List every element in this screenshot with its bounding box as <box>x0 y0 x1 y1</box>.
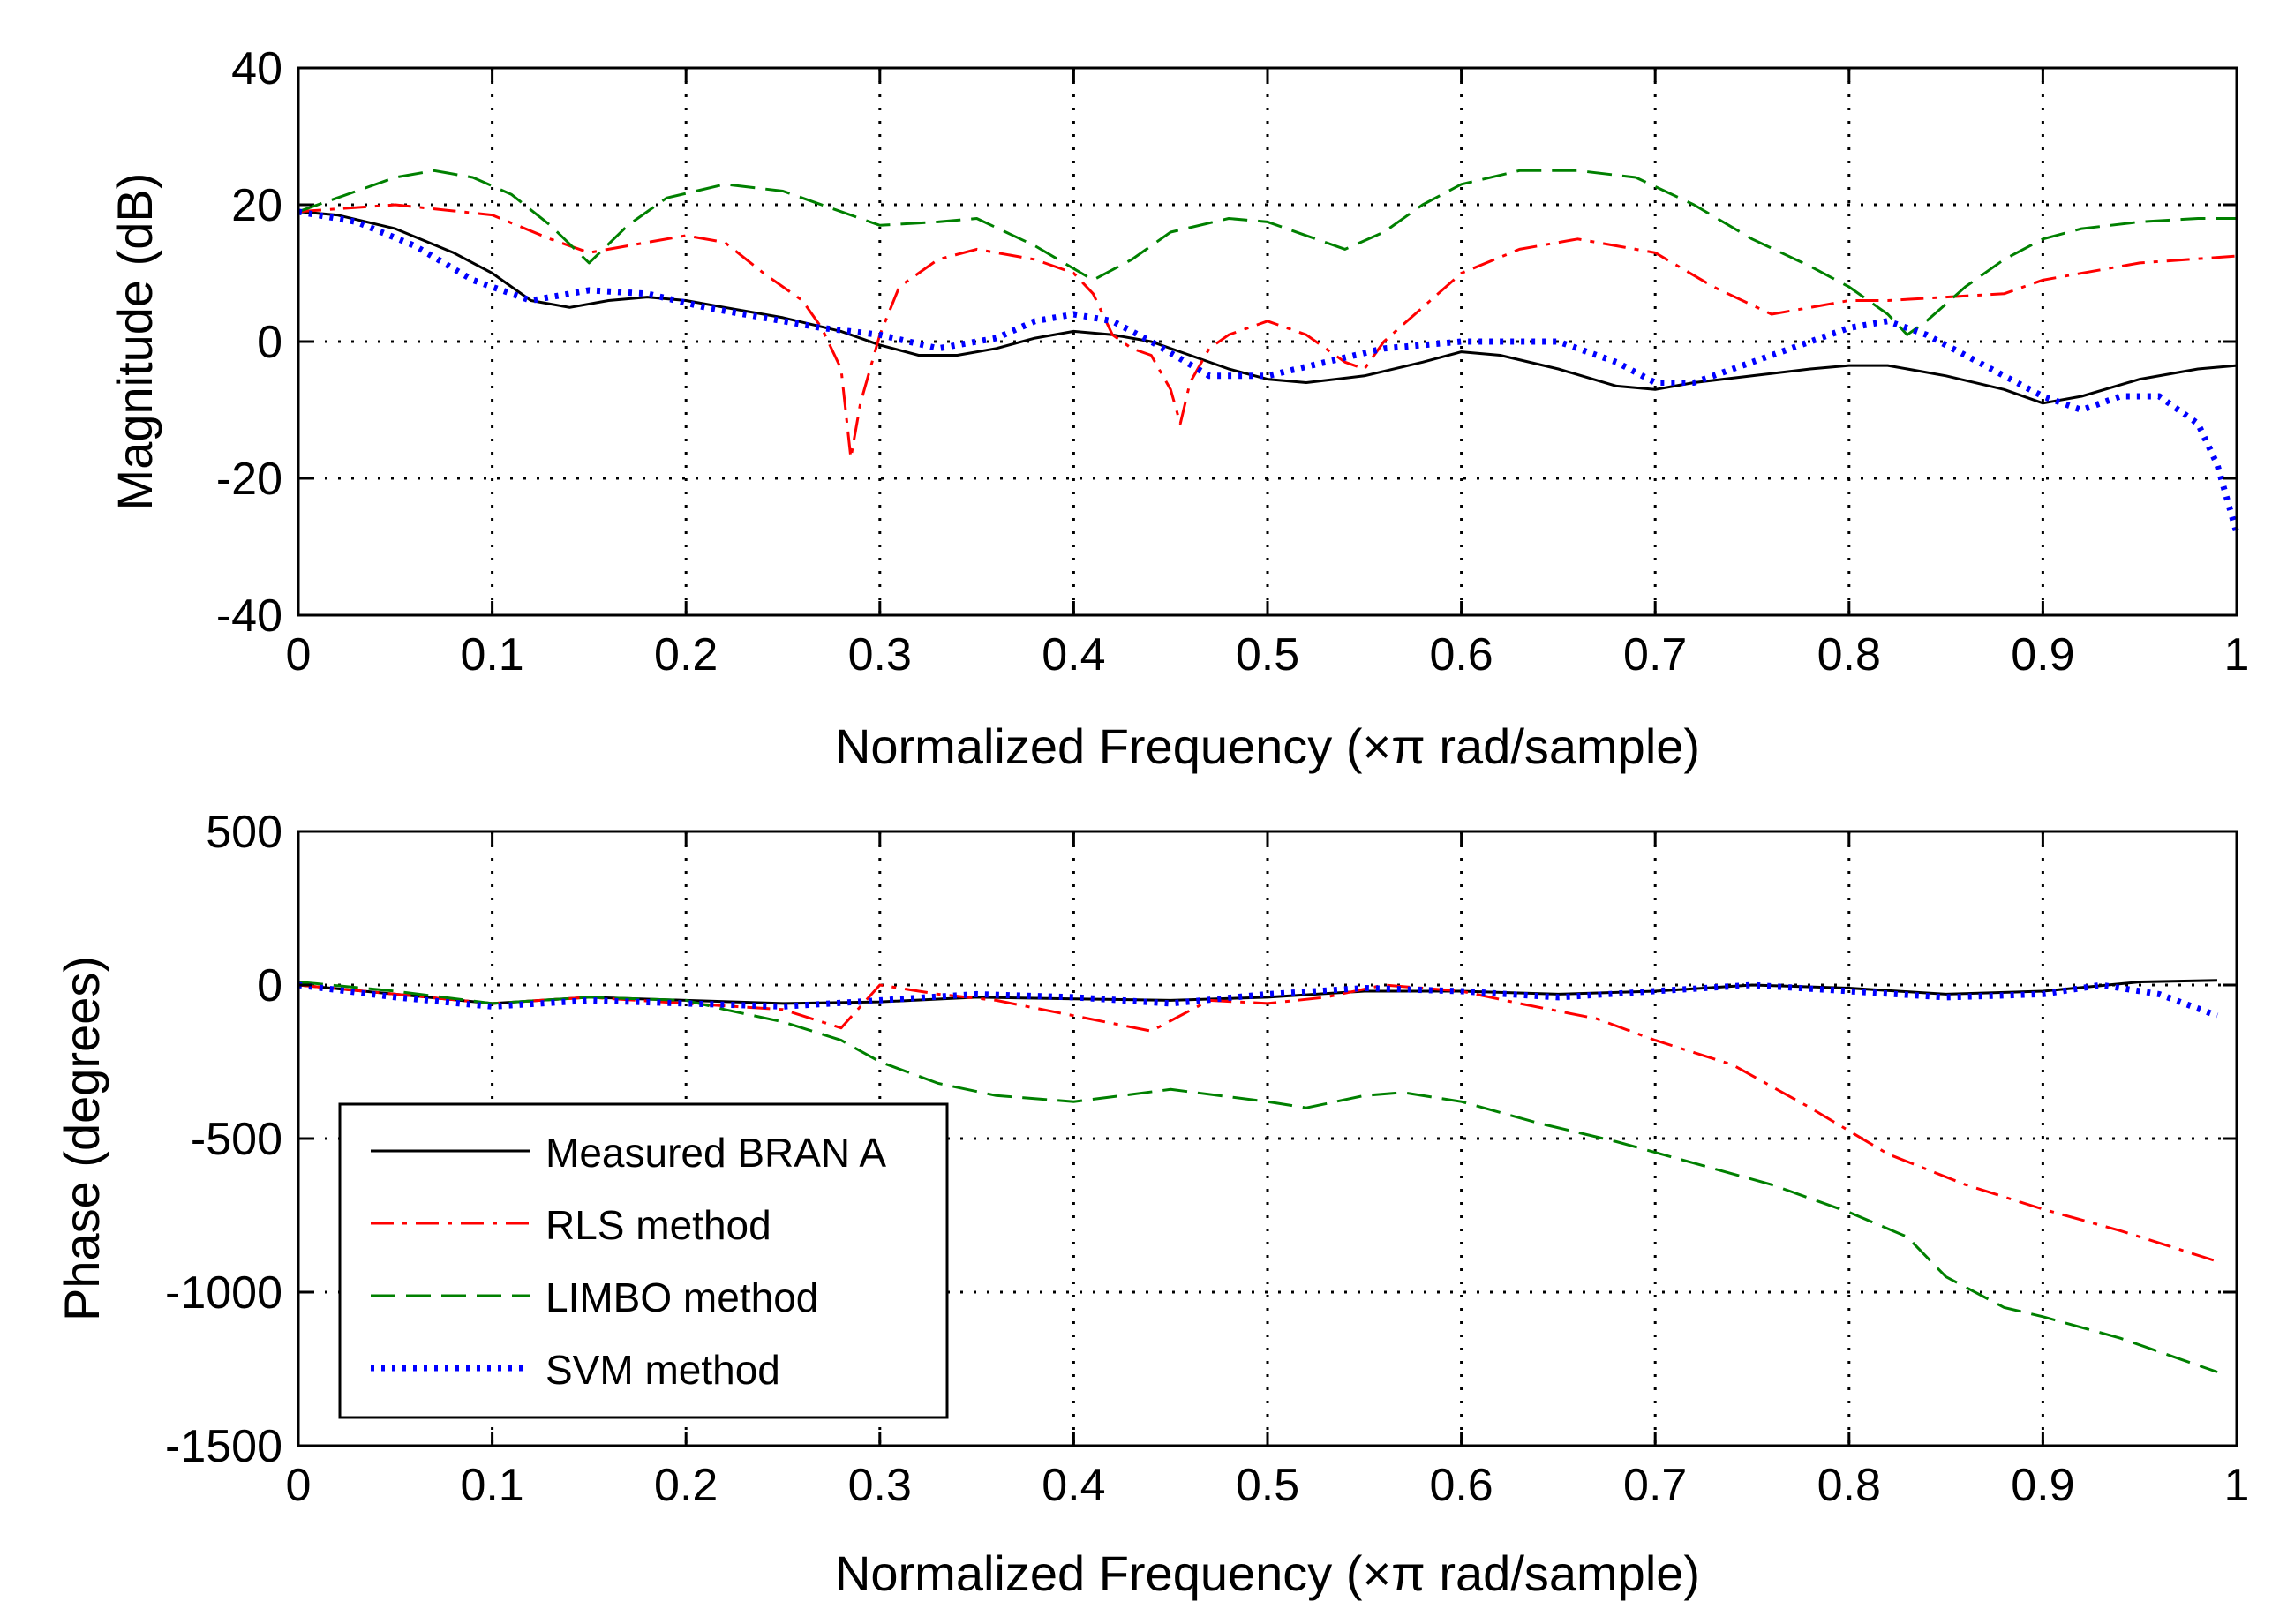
magnitude-series-limbo-method <box>297 169 2237 336</box>
magnitude-y-tick-label: 40 <box>231 43 282 94</box>
magnitude-y-tick-label: -40 <box>216 590 282 642</box>
phase-y-tick-label: -1000 <box>165 1267 282 1319</box>
phase-series-svm-method <box>297 981 2219 1019</box>
phase-series-rls-method <box>297 983 2218 1263</box>
magnitude-panel: 0 0.1 0.2 0.3 0.4 0.5 0.6 0.7 0.8 0.9 1 -40 -20 0 20 40… <box>107 43 2249 774</box>
magnitude-x-tick-label: 0.2 <box>654 629 718 680</box>
phase-x-tick-label: 0.9 <box>2011 1460 2074 1511</box>
legend-label-svm: SVM method <box>545 1347 780 1393</box>
magnitude-x-tick-label: 0.3 <box>848 629 912 680</box>
phase-panel: 0 0.1 0.2 0.3 0.4 0.5 0.6 0.7 0.8 0.9 1 -1500 -1000 -… <box>54 807 2249 1601</box>
phase-x-tick-label: 0.2 <box>654 1460 718 1511</box>
legend: Measured BRAN A RLS method LIMBO method … <box>338 1102 949 1419</box>
legend-label-rls: RLS method <box>545 1202 771 1248</box>
phase-x-tick-label: 0.3 <box>848 1460 912 1511</box>
magnitude-x-tick-label: 0.7 <box>1623 629 1687 680</box>
phase-series-layer <box>297 979 2219 1373</box>
magnitude-x-tick-label: 1 <box>2224 629 2250 680</box>
magnitude-y-tick-label: -20 <box>216 454 282 505</box>
legend-label-limbo: LIMBO method <box>545 1274 818 1320</box>
phase-ticks: 0 0.1 0.2 0.3 0.4 0.5 0.6 0.7 0.8 0.9 1 -1500 -1000 -… <box>165 807 2249 1511</box>
phase-series-limbo-method <box>297 981 2218 1373</box>
magnitude-series-measured-bran-a <box>297 210 2238 405</box>
magnitude-x-tick-label: 0.1 <box>460 629 523 680</box>
legend-box <box>338 1102 949 1419</box>
magnitude-series-layer <box>297 169 2240 534</box>
magnitude-y-axis-label: Magnitude (dB) <box>107 173 162 511</box>
phase-x-tick-label: 0.5 <box>1236 1460 1299 1511</box>
phase-x-axis-label: Normalized Frequency (×π rad/sample) <box>835 1545 1700 1601</box>
phase-y-tick-label: -1500 <box>165 1421 282 1472</box>
magnitude-x-axis-label: Normalized Frequency (×π rad/sample) <box>835 718 1700 774</box>
legend-label-measured: Measured BRAN A <box>545 1130 886 1176</box>
phase-y-tick-label: -500 <box>191 1114 282 1165</box>
magnitude-x-tick-label: 0.5 <box>1236 629 1299 680</box>
phase-x-tick-label: 0.7 <box>1623 1460 1687 1511</box>
magnitude-series-svm-method <box>297 208 2240 534</box>
phase-y-axis-label: Phase (degrees) <box>54 956 109 1321</box>
magnitude-x-tick-label: 0.4 <box>1042 629 1105 680</box>
phase-y-tick-label: 0 <box>257 960 282 1011</box>
phase-x-tick-label: 0 <box>286 1460 312 1511</box>
phase-x-tick-label: 0.8 <box>1817 1460 1881 1511</box>
phase-x-tick-label: 0.1 <box>460 1460 523 1511</box>
magnitude-x-tick-label: 0.9 <box>2011 629 2074 680</box>
phase-x-tick-label: 0.4 <box>1042 1460 1105 1511</box>
magnitude-y-tick-label: 0 <box>257 317 282 368</box>
magnitude-grid <box>298 68 2237 615</box>
magnitude-y-tick-label: 20 <box>231 180 282 231</box>
magnitude-ticks: 0 0.1 0.2 0.3 0.4 0.5 0.6 0.7 0.8 0.9 1 -40 -20 0 20 40 <box>216 43 2250 680</box>
magnitude-series-rls-method <box>297 203 2238 460</box>
phase-x-tick-label: 0.6 <box>1429 1460 1493 1511</box>
magnitude-x-tick-label: 0.8 <box>1817 629 1881 680</box>
magnitude-x-tick-label: 0.6 <box>1429 629 1493 680</box>
magnitude-x-tick-label: 0 <box>286 629 312 680</box>
phase-x-tick-label: 1 <box>2224 1460 2250 1511</box>
phase-y-tick-label: 500 <box>206 807 282 858</box>
